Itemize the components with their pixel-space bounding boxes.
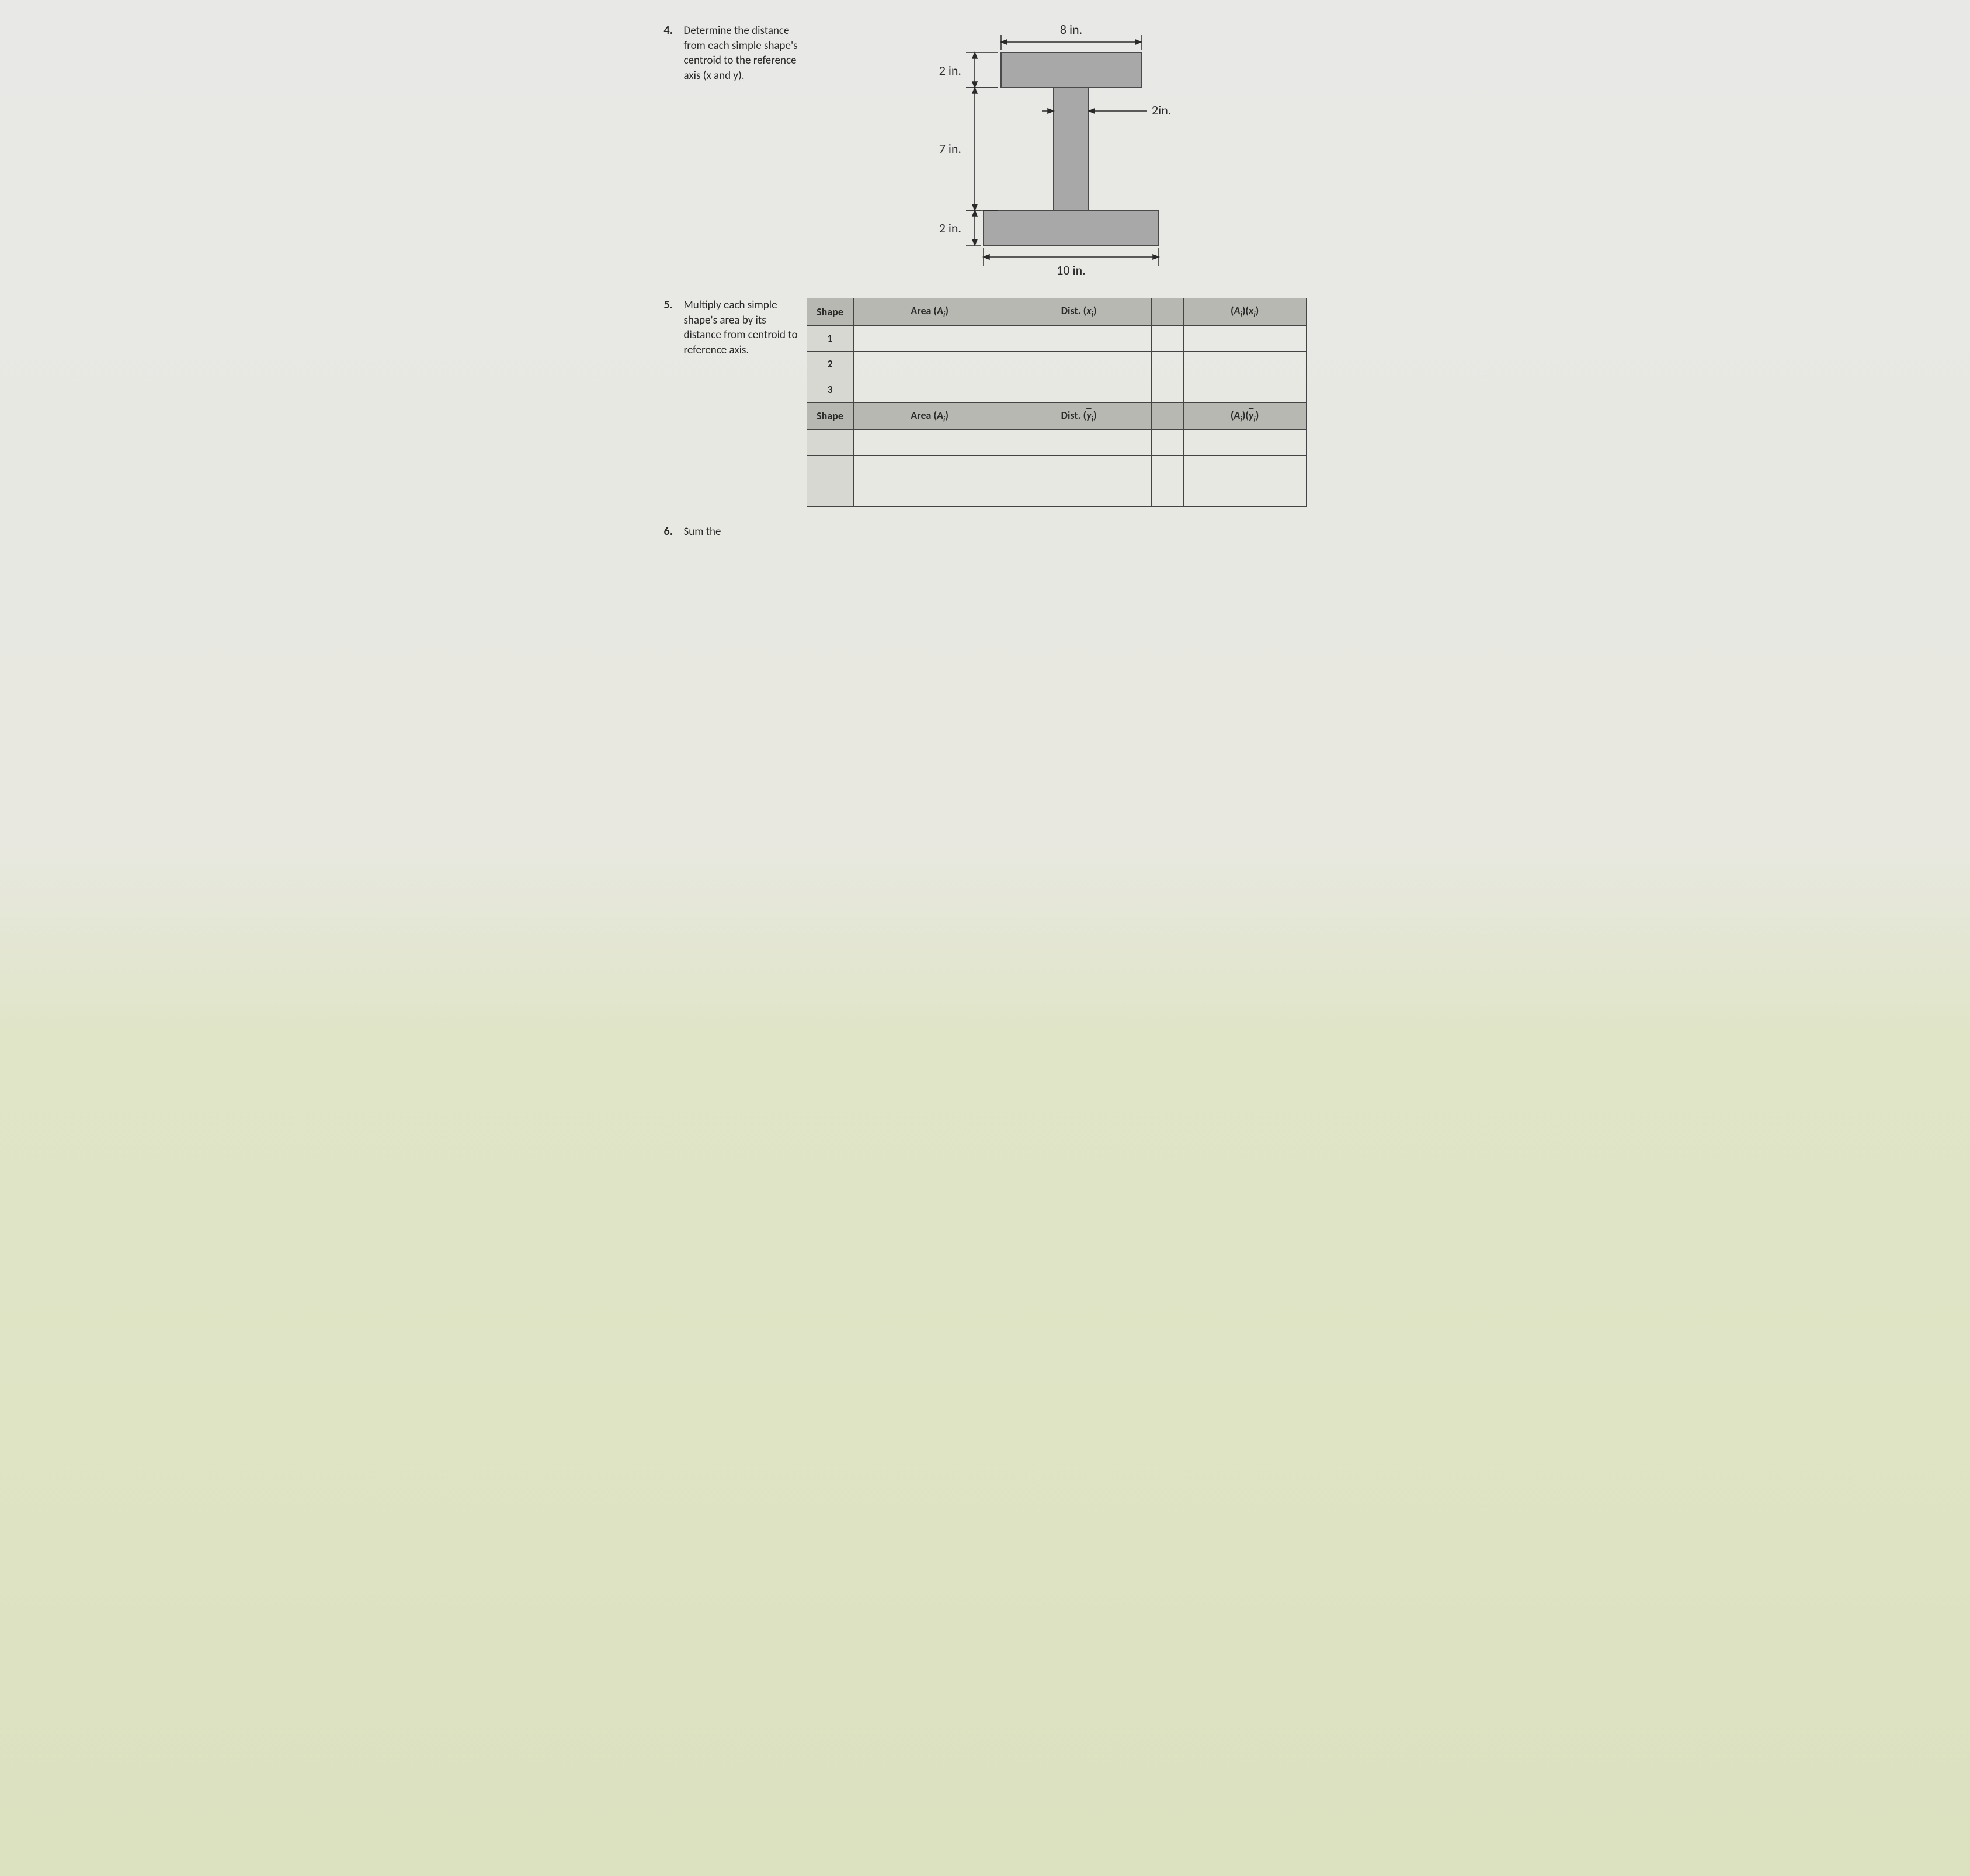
hdr-blank-2 xyxy=(1152,402,1183,430)
hdr-ax: (Ai)(xi) xyxy=(1183,298,1306,326)
cell xyxy=(1006,456,1151,481)
table-row xyxy=(807,430,1306,456)
hdr-shape: Shape xyxy=(807,298,853,326)
dim-bot-width: 10 in. xyxy=(1057,262,1085,278)
table-row: 2 xyxy=(807,351,1306,377)
ibeam-svg: 8 in. 2 in. 7 in. xyxy=(896,23,1223,280)
cell xyxy=(853,377,1006,402)
cell xyxy=(853,456,1006,481)
cell xyxy=(1183,481,1306,507)
hdr-ay: (Ai)(yi) xyxy=(1183,402,1306,430)
cell xyxy=(1183,430,1306,456)
hdr-blank-1 xyxy=(1152,298,1183,326)
cell xyxy=(1006,351,1151,377)
cell xyxy=(1152,377,1183,402)
question-4-section: 4. Determine the distance from each simp… xyxy=(664,23,1307,280)
dim-bot-height: 2 in. xyxy=(939,220,961,236)
cell xyxy=(807,456,853,481)
table-row xyxy=(807,456,1306,481)
table-header-x: Shape Area (Ai) Dist. (xi) (Ai)(xi) xyxy=(807,298,1306,326)
web xyxy=(1054,88,1089,210)
cell xyxy=(853,351,1006,377)
cell xyxy=(1006,377,1151,402)
dim-top-height: 2 in. xyxy=(939,62,961,78)
cell xyxy=(1183,377,1306,402)
row1-shape: 1 xyxy=(807,325,853,351)
top-flange xyxy=(1001,53,1141,88)
bottom-flange xyxy=(984,210,1159,245)
q6-prompt: Sum the xyxy=(684,524,801,540)
cell xyxy=(1006,481,1151,507)
hdr-shape-2: Shape xyxy=(807,402,853,430)
hdr-area-2: Area (Ai) xyxy=(853,402,1006,430)
dim-web-height: 7 in. xyxy=(939,141,961,157)
cell xyxy=(1183,351,1306,377)
hdr-dist-x: Dist. (xi) xyxy=(1006,298,1151,326)
cell xyxy=(1152,430,1183,456)
cell xyxy=(1152,456,1183,481)
q6-number: 6. xyxy=(664,524,684,539)
dim-top-width: 8 in. xyxy=(1059,23,1082,37)
table-header-y: Shape Area (Ai) Dist. (yi) (Ai)(yi) xyxy=(807,402,1306,430)
hdr-dist-y: Dist. (yi) xyxy=(1006,402,1151,430)
q4-number: 4. xyxy=(664,23,684,37)
calc-table-wrap: Shape Area (Ai) Dist. (xi) (Ai)(xi) 1 2 xyxy=(801,298,1307,507)
cell xyxy=(1183,325,1306,351)
cell xyxy=(1152,351,1183,377)
dim-web-width: 2in. xyxy=(1152,102,1171,118)
cell xyxy=(853,430,1006,456)
question-5-section: 5. Multiply each simple shape's area by … xyxy=(664,298,1307,507)
question-6-section: 6. Sum the xyxy=(664,524,1307,540)
calc-table: Shape Area (Ai) Dist. (xi) (Ai)(xi) 1 2 xyxy=(807,298,1307,507)
hdr-area: Area (Ai) xyxy=(853,298,1006,326)
cell xyxy=(1152,325,1183,351)
cell xyxy=(853,325,1006,351)
cell xyxy=(1006,430,1151,456)
cell xyxy=(1006,325,1151,351)
table-row: 3 xyxy=(807,377,1306,402)
cell xyxy=(807,430,853,456)
ibeam-figure: 8 in. 2 in. 7 in. xyxy=(801,23,1307,280)
cell xyxy=(1152,481,1183,507)
q4-prompt: Determine the distance from each simple … xyxy=(684,23,801,84)
table-row: 1 xyxy=(807,325,1306,351)
row3-shape: 3 xyxy=(807,377,853,402)
table-row xyxy=(807,481,1306,507)
cell xyxy=(853,481,1006,507)
q5-prompt: Multiply each simple shape's area by its… xyxy=(684,298,801,358)
q5-number: 5. xyxy=(664,298,684,312)
cell xyxy=(807,481,853,507)
cell xyxy=(1183,456,1306,481)
row2-shape: 2 xyxy=(807,351,853,377)
